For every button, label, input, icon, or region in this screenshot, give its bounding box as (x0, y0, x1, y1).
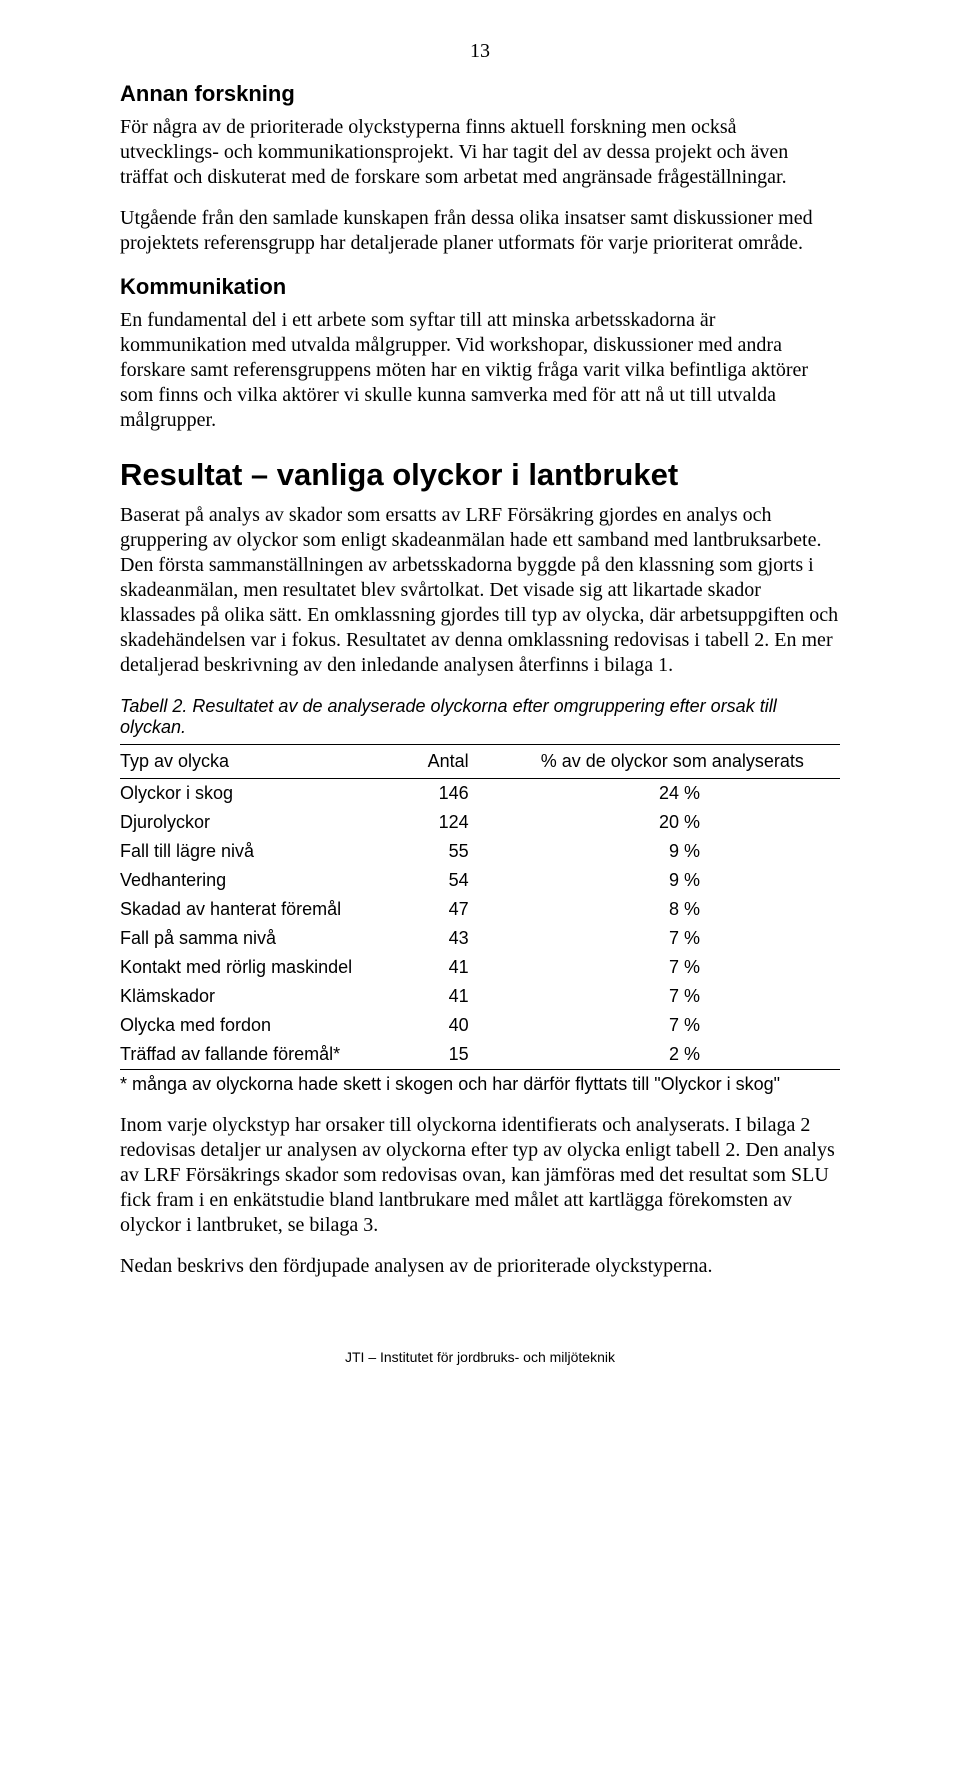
para-s4-2: Nedan beskrivs den fördjupade analysen a… (120, 1254, 840, 1279)
cell-type: Skadad av hanterat föremål (120, 895, 410, 924)
para-s1-1: För några av de prioriterade olyckstyper… (120, 115, 840, 190)
table-header-row: Typ av olycka Antal % av de olyckor som … (120, 745, 840, 779)
cell-count: 124 (410, 808, 513, 837)
table-row: Skadad av hanterat föremål 47 8 % (120, 895, 840, 924)
cell-pct: 8 % (513, 895, 840, 924)
cell-count: 47 (410, 895, 513, 924)
table-row: Olyckor i skog 146 24 % (120, 779, 840, 809)
page-container: 13 Annan forskning För några av de prior… (0, 0, 960, 1425)
cell-type: Klämskador (120, 982, 410, 1011)
cell-pct: 9 % (513, 866, 840, 895)
heading-resultat: Resultat – vanliga olyckor i lantbruket (120, 457, 840, 493)
table-row: Fall på samma nivå 43 7 % (120, 924, 840, 953)
cell-type: Vedhantering (120, 866, 410, 895)
cell-type: Kontakt med rörlig maskindel (120, 953, 410, 982)
table-footnote: * många av olyckorna hade skett i skogen… (120, 1074, 840, 1095)
para-s3-1: Baserat på analys av skador som ersatts … (120, 503, 840, 678)
heading-annan-forskning: Annan forskning (120, 81, 840, 107)
cell-count: 54 (410, 866, 513, 895)
cell-count: 41 (410, 953, 513, 982)
cell-pct: 7 % (513, 953, 840, 982)
cell-count: 40 (410, 1011, 513, 1040)
cell-count: 55 (410, 837, 513, 866)
cell-type: Olyckor i skog (120, 779, 410, 809)
para-s1-2: Utgående från den samlade kunskapen från… (120, 206, 840, 256)
cell-type: Träffad av fallande föremål* (120, 1040, 410, 1070)
table-row: Kontakt med rörlig maskindel 41 7 % (120, 953, 840, 982)
table-row: Träffad av fallande föremål* 15 2 % (120, 1040, 840, 1070)
cell-count: 15 (410, 1040, 513, 1070)
page-number: 13 (120, 40, 840, 63)
heading-kommunikation: Kommunikation (120, 274, 840, 300)
cell-pct: 2 % (513, 1040, 840, 1070)
table-row: Olycka med fordon 40 7 % (120, 1011, 840, 1040)
cell-pct: 7 % (513, 982, 840, 1011)
cell-type: Fall till lägre nivå (120, 837, 410, 866)
cell-count: 43 (410, 924, 513, 953)
table-row: Vedhantering 54 9 % (120, 866, 840, 895)
col-header-count: Antal (410, 745, 513, 779)
cell-count: 146 (410, 779, 513, 809)
accident-types-table: Typ av olycka Antal % av de olyckor som … (120, 744, 840, 1070)
col-header-type: Typ av olycka (120, 745, 410, 779)
table-row: Fall till lägre nivå 55 9 % (120, 837, 840, 866)
cell-pct: 24 % (513, 779, 840, 809)
cell-pct: 9 % (513, 837, 840, 866)
para-s4-1: Inom varje olyckstyp har orsaker till ol… (120, 1113, 840, 1238)
cell-type: Olycka med fordon (120, 1011, 410, 1040)
page-footer: JTI – Institutet för jordbruks- och milj… (120, 1349, 840, 1365)
cell-pct: 7 % (513, 924, 840, 953)
table-row: Klämskador 41 7 % (120, 982, 840, 1011)
cell-type: Fall på samma nivå (120, 924, 410, 953)
para-s2-1: En fundamental del i ett arbete som syft… (120, 308, 840, 433)
table-row: Djurolyckor 124 20 % (120, 808, 840, 837)
cell-pct: 7 % (513, 1011, 840, 1040)
cell-type: Djurolyckor (120, 808, 410, 837)
cell-count: 41 (410, 982, 513, 1011)
cell-pct: 20 % (513, 808, 840, 837)
col-header-pct: % av de olyckor som analyserats (513, 745, 840, 779)
table-caption: Tabell 2. Resultatet av de analyserade o… (120, 696, 840, 738)
